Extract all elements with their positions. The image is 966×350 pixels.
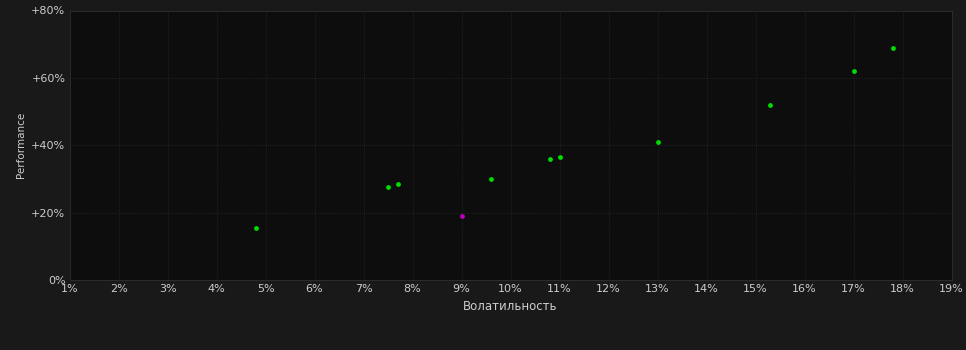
Point [885,45,900,50]
Point [483,176,498,182]
Point [454,213,469,219]
Point [762,102,778,108]
Y-axis label: Performance: Performance [15,112,26,178]
Point [552,154,567,160]
Point [248,225,264,231]
Point [381,184,396,190]
Point [390,181,406,187]
X-axis label: Волатильность: Волатильность [464,300,557,313]
Point [542,156,557,162]
Point [846,68,862,74]
Point [650,139,666,145]
